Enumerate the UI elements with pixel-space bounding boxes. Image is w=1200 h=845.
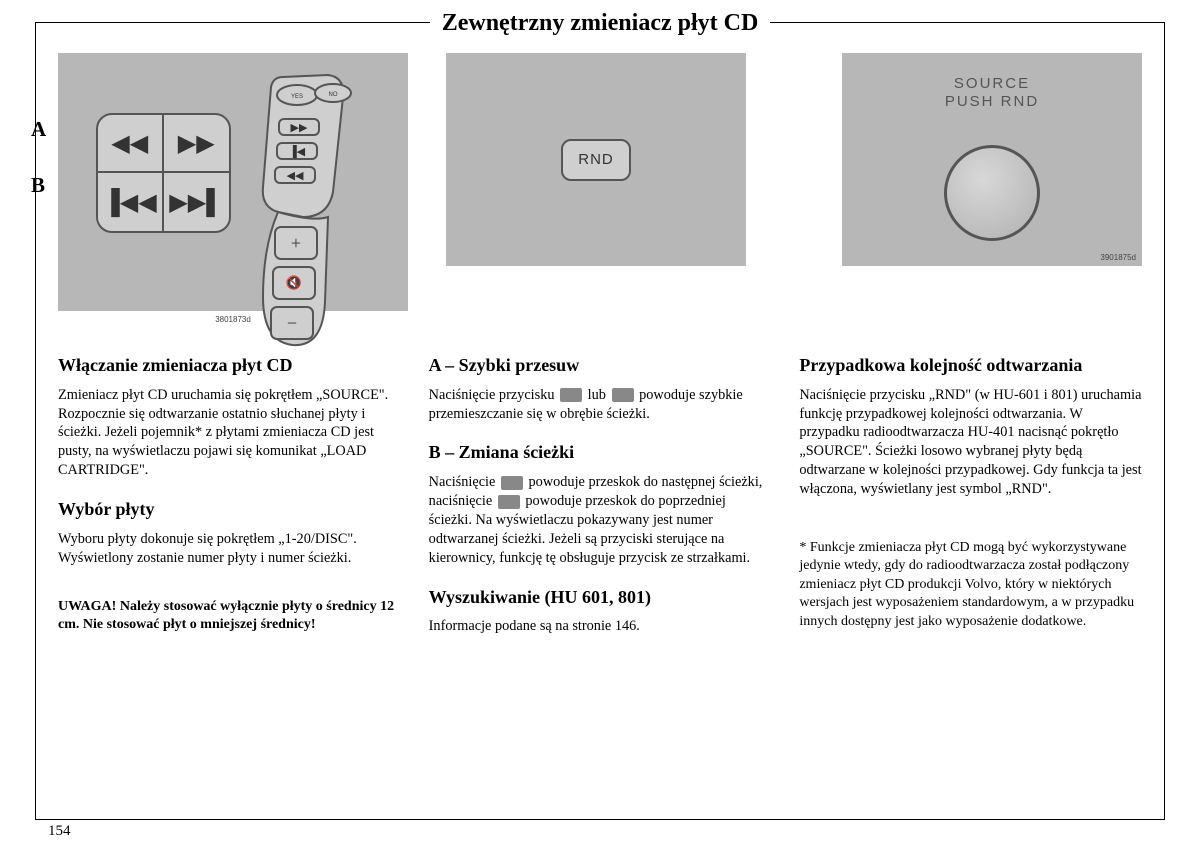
manual-page: Zewnętrzny zmieniacz płyt CD A B ◀◀ ▶▶ ▐… — [0, 0, 1200, 845]
prev-inline-icon — [498, 495, 520, 509]
col1-para-2: Wyboru płyty dokonuje się pokrętłem „1-2… — [58, 530, 401, 568]
col2-heading-3: Wyszukiwanie (HU 601, 801) — [429, 586, 772, 610]
rnd-button-illustration: RND — [561, 139, 631, 181]
source-knob-illustration — [944, 145, 1040, 241]
prev-track-icon: ▐◀◀ — [98, 173, 164, 231]
col2-para-1: Naciśnięcie przycisku lub powoduje szybk… — [429, 386, 772, 424]
fig1-label-b: B — [31, 173, 45, 198]
figure-2: RND — [446, 53, 746, 266]
column-3: Przypadkowa kolejność odtwarzania Naciśn… — [799, 354, 1142, 642]
fig3-image-id: 3901875d — [1100, 253, 1136, 262]
fastforward-icon: ▶▶ — [164, 115, 230, 173]
col1-note: UWAGA! Należy stosować wyłącznie płyty o… — [58, 598, 401, 636]
col2-heading-2: B – Zmiana ścieżki — [429, 441, 772, 465]
page-title: Zewnętrzny zmieniacz płyt CD — [430, 10, 771, 37]
knob-label-line1: SOURCE — [954, 75, 1030, 92]
column-1: Włączanie zmieniacza płyt CD Zmieniacz p… — [58, 354, 401, 642]
svg-text:🔇: 🔇 — [286, 275, 302, 290]
col2-para-2: Naciśnięcie powoduje przeskok do następn… — [429, 473, 772, 567]
figure-1: ◀◀ ▶▶ ▐◀◀ ▶▶▌ — [58, 53, 408, 311]
figures-row: A B ◀◀ ▶▶ ▐◀◀ ▶▶▌ — [58, 53, 1142, 324]
svg-text:◀◀: ◀◀ — [287, 170, 304, 182]
next-track-icon: ▶▶▌ — [164, 173, 230, 231]
col3-footnote: * Funkcje zmieniacza płyt CD mogą być wy… — [799, 539, 1142, 631]
page-frame: Zewnętrzny zmieniacz płyt CD A B ◀◀ ▶▶ ▐… — [35, 22, 1165, 820]
svg-text:▐◀: ▐◀ — [289, 144, 306, 159]
ff-inline-icon — [560, 388, 582, 402]
rew-inline-icon — [612, 388, 634, 402]
title-row: Zewnętrzny zmieniacz płyt CD — [36, 10, 1164, 37]
page-number: 154 — [48, 823, 71, 840]
col1-para-1: Zmieniacz płyt CD uruchamia się pokrętłe… — [58, 386, 401, 480]
text-columns: Włączanie zmieniacza płyt CD Zmieniacz p… — [58, 354, 1142, 642]
col2-para-3: Informacje podane są na stronie 146. — [429, 617, 772, 636]
svg-text:−: − — [287, 313, 297, 333]
steering-button-grid: ◀◀ ▶▶ ▐◀◀ ▶▶▌ — [96, 113, 231, 233]
col3-para-1: Naciśnięcie przycisku „RND" (w HU-601 i … — [799, 386, 1142, 499]
column-2: A – Szybki przesuw Naciśnięcie przycisku… — [429, 354, 772, 642]
col2-heading-1: A – Szybki przesuw — [429, 354, 772, 378]
next-inline-icon — [501, 476, 523, 490]
knob-label-line2: PUSH RND — [945, 93, 1039, 110]
knob-label: SOURCE PUSH RND — [842, 75, 1142, 111]
col3-heading-1: Przypadkowa kolejność odtwarzania — [799, 354, 1142, 378]
control-stalk-illustration: YES NO ▶▶ ▐◀ ◀◀ + 🔇 − — [243, 67, 373, 352]
col1-heading-2: Wybór płyty — [58, 498, 401, 522]
figure-3: SOURCE PUSH RND 3901875d — [842, 53, 1142, 266]
col1-heading-1: Włączanie zmieniacza płyt CD — [58, 354, 401, 378]
rewind-icon: ◀◀ — [98, 115, 164, 173]
yes-label: YES — [291, 94, 303, 100]
no-label: NO — [329, 92, 338, 98]
fig1-label-a: A — [31, 117, 46, 142]
figure-1-wrapper: A B ◀◀ ▶▶ ▐◀◀ ▶▶▌ — [58, 53, 408, 324]
svg-text:+: + — [291, 233, 301, 253]
svg-text:▶▶: ▶▶ — [291, 122, 308, 134]
